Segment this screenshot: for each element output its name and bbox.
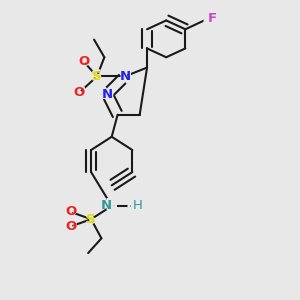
Text: S: S <box>92 70 102 83</box>
Text: F: F <box>202 11 213 26</box>
Text: O: O <box>74 86 85 99</box>
Text: S: S <box>85 212 97 227</box>
Text: H: H <box>132 200 142 212</box>
Text: S: S <box>91 69 103 84</box>
Text: N: N <box>100 200 112 212</box>
Text: O: O <box>78 55 89 68</box>
Text: O: O <box>64 219 77 234</box>
Text: S: S <box>86 213 96 226</box>
Text: O: O <box>65 205 76 218</box>
Text: N: N <box>102 88 113 100</box>
Text: O: O <box>65 220 76 233</box>
Text: N: N <box>100 87 114 102</box>
Text: N: N <box>105 198 119 213</box>
Text: H: H <box>126 198 139 213</box>
Text: N: N <box>119 70 130 83</box>
Text: N: N <box>118 69 132 84</box>
Text: O: O <box>77 54 91 69</box>
Text: F: F <box>207 13 217 26</box>
Text: O: O <box>73 85 86 100</box>
Text: O: O <box>64 204 77 219</box>
